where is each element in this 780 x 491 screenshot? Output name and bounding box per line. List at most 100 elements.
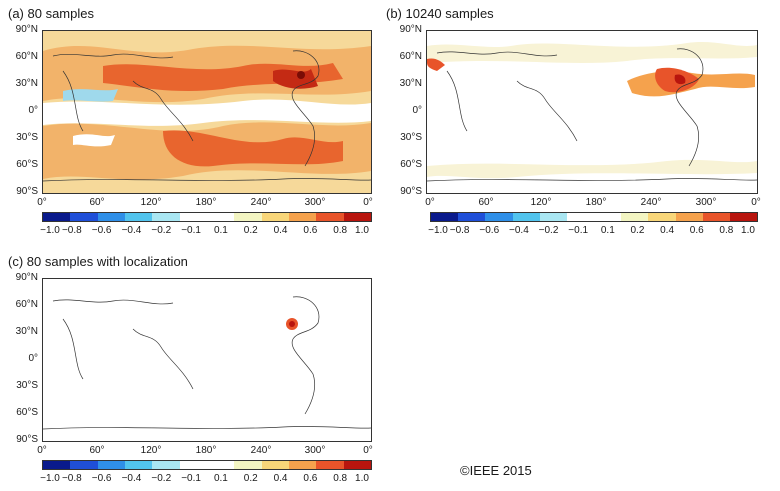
correlation-field-c (43, 279, 371, 441)
colorbar-tick: 0.2 (243, 473, 258, 484)
colorbar-swatch (43, 213, 71, 221)
colorbar-tick: −0.2 (538, 225, 559, 236)
lat-tick: 90°S (400, 186, 422, 197)
map-b (426, 30, 758, 194)
lon-tick: 180° (585, 197, 607, 208)
colorbar-tick: −1.0 (40, 225, 60, 236)
lon-tick: 240° (250, 197, 272, 208)
colorbar-tick: 0.8 (333, 473, 348, 484)
lat-tick: 0° (28, 353, 38, 364)
lon-tick: 120° (140, 197, 162, 208)
panel-title-b: (b) 10240 samples (386, 6, 494, 21)
lon-tick: 120° (140, 445, 162, 456)
colorbar-swatch (539, 213, 567, 221)
lon-tick: 0° (363, 445, 373, 456)
copyright-text: ©IEEE 2015 (460, 463, 532, 478)
colorbar-swatch (70, 461, 98, 469)
colorbar-tick: 0.4 (660, 225, 675, 236)
colorbar-swatch (124, 461, 153, 469)
lat-tick: 60°S (16, 407, 38, 418)
colorbar-swatch (261, 461, 289, 469)
lon-tick: 0° (425, 197, 435, 208)
colorbar-swatch (343, 213, 371, 221)
colorbar-swatch (485, 213, 513, 221)
colorbar-tick: −0.8 (61, 473, 82, 484)
colorbar-tick: −0.8 (449, 225, 470, 236)
lat-tick: 0° (412, 105, 422, 116)
colorbar-tick: −0.1 (568, 225, 589, 236)
panel-title-c: (c) 80 samples with localization (8, 254, 188, 269)
colorbar-tick: 0.8 (333, 225, 348, 236)
colorbar-swatch (343, 461, 371, 469)
lat-tick: 90°S (16, 434, 38, 445)
lat-tick: 60°N (15, 299, 38, 310)
colorbar-swatch (512, 213, 540, 221)
colorbar-tick: −0.8 (61, 225, 82, 236)
lon-tick: 180° (195, 445, 217, 456)
colorbar-swatch (179, 213, 207, 221)
map-c (42, 278, 372, 442)
colorbar-swatch (206, 213, 235, 221)
colorbar-b (430, 212, 758, 222)
lat-tick: 30°N (15, 326, 38, 337)
colorbar-swatch (458, 213, 486, 221)
colorbar-swatch (431, 213, 459, 221)
colorbar-swatch (43, 461, 71, 469)
colorbar-swatch (261, 213, 289, 221)
colorbar-swatch (729, 213, 758, 221)
colorbar-tick: −0.4 (121, 225, 142, 236)
colorbar-tick: −1.0 (428, 225, 448, 236)
lon-tick: 240° (250, 445, 272, 456)
colorbar-swatch (152, 213, 180, 221)
colorbar-tick: 0.4 (273, 473, 288, 484)
lat-tick: 30°N (399, 78, 422, 89)
colorbar-tick: 0.6 (689, 225, 704, 236)
colorbar-swatch (97, 461, 125, 469)
colorbar-tick: 1.0 (355, 473, 369, 484)
colorbar-swatch (234, 213, 262, 221)
lat-tick: 60°S (16, 159, 38, 170)
colorbar-tick: −0.2 (151, 225, 172, 236)
correlation-field-b (427, 31, 757, 193)
colorbar-swatch (124, 213, 153, 221)
lat-tick: 30°S (16, 380, 38, 391)
colorbar-swatch (288, 461, 317, 469)
colorbar-tick: 0.1 (213, 473, 228, 484)
colorbar-a (42, 212, 372, 222)
colorbar-tick: 0.6 (303, 473, 318, 484)
colorbar-c (42, 460, 372, 470)
colorbar-tick: −1.0 (40, 473, 60, 484)
colorbar-tick: −0.2 (151, 473, 172, 484)
colorbar-swatch (621, 213, 649, 221)
colorbar-tick: −0.1 (181, 225, 201, 236)
colorbar-swatch (594, 213, 622, 221)
lat-tick: 60°N (15, 51, 38, 62)
lon-tick: 0° (37, 445, 47, 456)
colorbar-tick: −0.4 (509, 225, 529, 236)
correlation-field-a (43, 31, 371, 193)
colorbar-swatch (234, 461, 262, 469)
colorbar-swatch (152, 461, 180, 469)
colorbar-tick: 0.8 (719, 225, 734, 236)
panel-title-a: (a) 80 samples (8, 6, 94, 21)
colorbar-tick: 0.1 (213, 225, 228, 236)
lon-tick: 60° (89, 445, 105, 456)
lon-tick: 300° (304, 197, 326, 208)
colorbar-swatch (566, 213, 595, 221)
lat-tick: 60°N (399, 51, 422, 62)
colorbar-swatch (702, 213, 730, 221)
colorbar-tick: 0.2 (630, 225, 645, 236)
lat-tick: 0° (28, 105, 38, 116)
colorbar-swatch (97, 213, 125, 221)
lat-tick: 60°S (400, 159, 422, 170)
colorbar-tick: 0.2 (243, 225, 258, 236)
colorbar-tick: 1.0 (741, 225, 755, 236)
colorbar-tick: 1.0 (355, 225, 369, 236)
lat-tick: 30°S (16, 132, 38, 143)
lon-tick: 0° (363, 197, 373, 208)
lat-tick: 30°N (15, 78, 38, 89)
colorbar-swatch (70, 213, 98, 221)
colorbar-tick: −0.6 (91, 473, 112, 484)
lon-tick: 60° (89, 197, 105, 208)
lon-tick: 240° (640, 197, 662, 208)
